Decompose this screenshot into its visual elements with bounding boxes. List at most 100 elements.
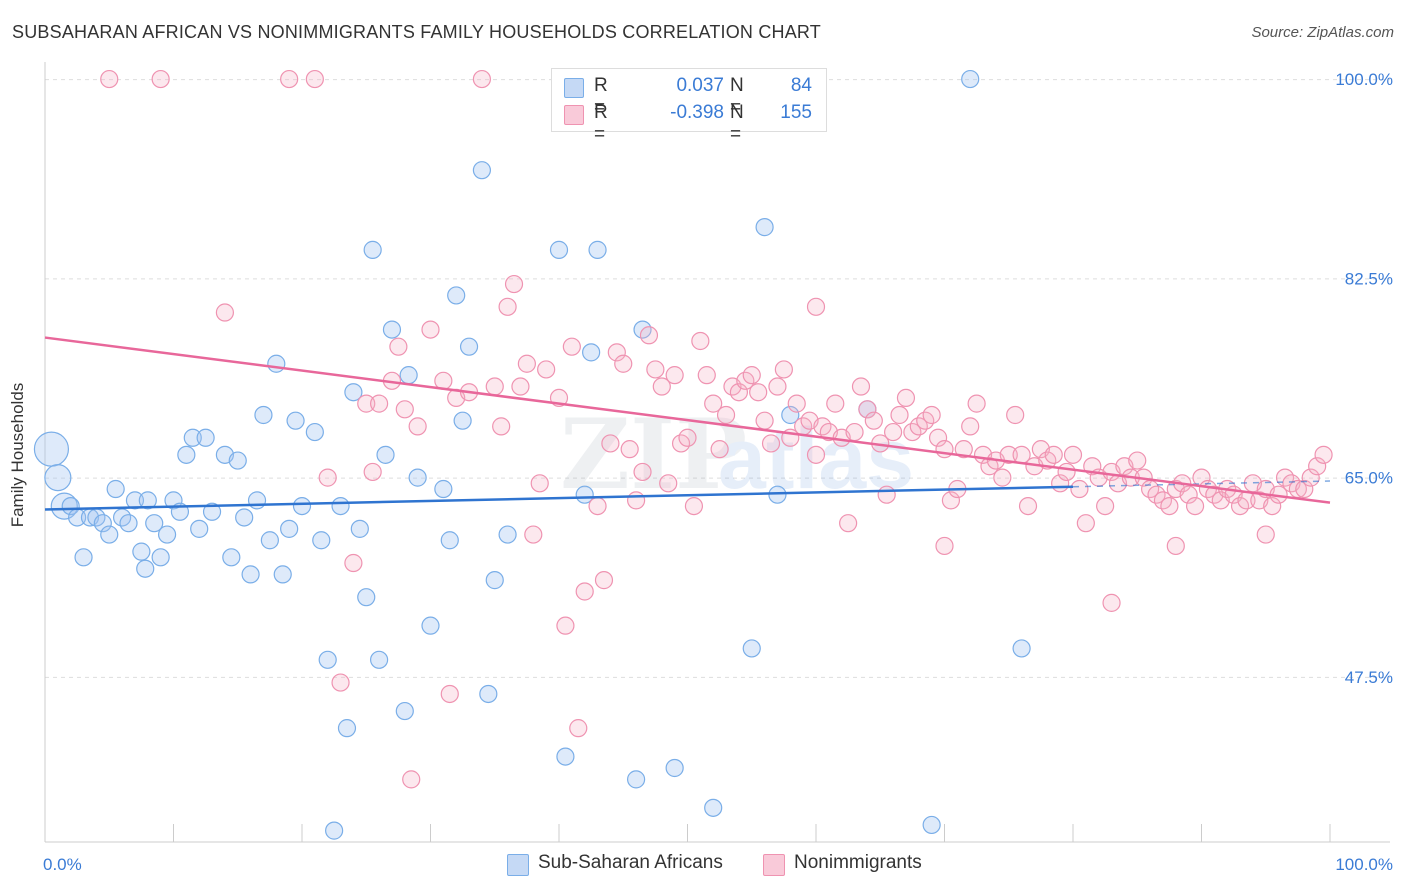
x-tick-label-0: 0.0% — [43, 855, 82, 874]
point-nonimmigrants-91 — [941, 491, 961, 510]
point-nonimmigrants-62 — [755, 411, 774, 430]
point-sub-saharan-22 — [177, 445, 196, 464]
point-nonimmigrants-30 — [537, 360, 556, 379]
point-nonimmigrants-78 — [858, 400, 877, 419]
point-sub-saharan-82 — [1012, 639, 1031, 658]
chart-source: Source: ZipAtlas.com — [1251, 24, 1394, 41]
point-sub-saharan-66 — [549, 240, 569, 259]
point-sub-saharan-10 — [106, 479, 125, 499]
point-sub-saharan-30 — [235, 508, 254, 527]
point-sub-saharan-32 — [247, 491, 267, 510]
point-nonimmigrants-39 — [607, 343, 626, 362]
point-nonimmigrants-64 — [768, 377, 787, 396]
point-sub-saharan-53 — [395, 701, 414, 721]
point-sub-saharan-41 — [312, 531, 331, 550]
point-nonimmigrants-12 — [389, 337, 408, 356]
point-nonimmigrants-52 — [691, 331, 710, 351]
point-nonimmigrants-107 — [1044, 445, 1063, 464]
point-sub-saharan-28 — [222, 548, 241, 567]
point-nonimmigrants-25 — [504, 274, 524, 294]
point-nonimmigrants-76 — [845, 422, 864, 442]
point-sub-saharan-25 — [196, 428, 215, 447]
point-nonimmigrants-151 — [935, 536, 954, 556]
point-nonimmigrants-34 — [569, 719, 588, 738]
point-nonimmigrants-55 — [710, 440, 729, 459]
legend-swatch-pink — [763, 854, 785, 876]
point-sub-saharan-12 — [119, 514, 138, 533]
point-nonimmigrants-22 — [485, 377, 504, 396]
point-sub-saharan-63 — [479, 684, 498, 704]
y-tick-label-3: 100.0% — [1335, 70, 1393, 89]
point-sub-saharan-55 — [408, 468, 427, 487]
point-sub-saharan-73 — [665, 758, 684, 778]
point-nonimmigrants-9 — [363, 462, 382, 482]
legend-swatch-blue — [507, 854, 529, 876]
point-nonimmigrants-2 — [215, 303, 234, 322]
point-nonimmigrants-88 — [922, 405, 941, 425]
point-nonimmigrants-93 — [954, 440, 973, 459]
point-nonimmigrants-58 — [729, 383, 749, 402]
y-tick-label-0: 47.5% — [1345, 668, 1393, 687]
point-sub-saharan-76 — [755, 218, 774, 237]
point-nonimmigrants-63 — [761, 434, 781, 453]
legend-r-value: 0.037 — [676, 75, 724, 96]
point-nonimmigrants-154 — [1256, 525, 1275, 544]
point-sub-saharan-8 — [93, 514, 112, 533]
point-sub-saharan-16 — [138, 491, 157, 510]
point-sub-saharan-70 — [588, 240, 607, 259]
point-nonimmigrants-152 — [1102, 593, 1121, 612]
point-nonimmigrants-21 — [472, 69, 491, 89]
point-sub-saharan-35 — [267, 354, 286, 373]
point-nonimmigrants-65 — [774, 360, 793, 379]
trend-lines — [44, 336, 1331, 511]
point-nonimmigrants-73 — [826, 394, 845, 413]
point-sub-saharan-29 — [228, 451, 247, 470]
trend-line-sub-saharan — [44, 485, 1074, 511]
point-sub-saharan-59 — [447, 286, 466, 305]
point-sub-saharan-80 — [922, 815, 941, 835]
point-nonimmigrants-15 — [408, 417, 427, 436]
point-nonimmigrants-149 — [1314, 445, 1333, 464]
point-sub-saharan-23 — [183, 428, 202, 447]
point-sub-saharan-57 — [434, 479, 453, 499]
legend-label: Sub-Saharan Africans — [538, 852, 723, 873]
legend-swatch-pink — [564, 105, 584, 125]
point-nonimmigrants-148 — [1308, 457, 1327, 476]
point-nonimmigrants-110 — [1063, 445, 1083, 464]
point-sub-saharan-60 — [453, 411, 472, 430]
point-nonimmigrants-111 — [1070, 479, 1089, 499]
point-sub-saharan-50 — [370, 650, 389, 669]
point-sub-saharan-20 — [164, 491, 183, 510]
point-nonimmigrants-24 — [498, 297, 517, 316]
point-sub-saharan-71 — [626, 770, 646, 789]
point-sub-saharan-81 — [961, 69, 980, 89]
point-nonimmigrants-8 — [357, 394, 376, 413]
point-sub-saharan-3 — [61, 496, 80, 516]
point-sub-saharan-61 — [459, 337, 479, 356]
grid-lines — [45, 79, 1390, 678]
point-nonimmigrants-53 — [697, 366, 716, 385]
series-nonimmigrants-points — [100, 69, 1333, 789]
point-nonimmigrants-33 — [562, 337, 581, 356]
point-sub-saharan-58 — [440, 531, 459, 550]
correlation-legend: R = 0.037 N = 84 R = -0.398 N = 155 — [551, 68, 827, 145]
point-nonimmigrants-67 — [787, 394, 806, 413]
axes — [44, 62, 1390, 843]
point-sub-saharan-47 — [350, 519, 369, 538]
point-nonimmigrants-29 — [530, 474, 549, 493]
point-nonimmigrants-79 — [864, 411, 883, 430]
point-sub-saharan-26 — [202, 502, 222, 521]
point-sub-saharan-48 — [357, 588, 376, 607]
point-nonimmigrants-84 — [896, 388, 916, 408]
point-sub-saharan-1 — [44, 464, 72, 492]
point-sub-saharan-49 — [363, 240, 382, 259]
point-sub-saharan-38 — [286, 411, 305, 430]
point-nonimmigrants-109 — [1057, 462, 1076, 482]
point-sub-saharan-54 — [399, 366, 418, 385]
point-nonimmigrants-60 — [742, 366, 761, 385]
point-sub-saharan-0 — [33, 431, 70, 467]
point-nonimmigrants-95 — [967, 394, 986, 413]
point-nonimmigrants-50 — [678, 428, 697, 447]
trend-line-nonimmigrants — [44, 336, 1331, 504]
